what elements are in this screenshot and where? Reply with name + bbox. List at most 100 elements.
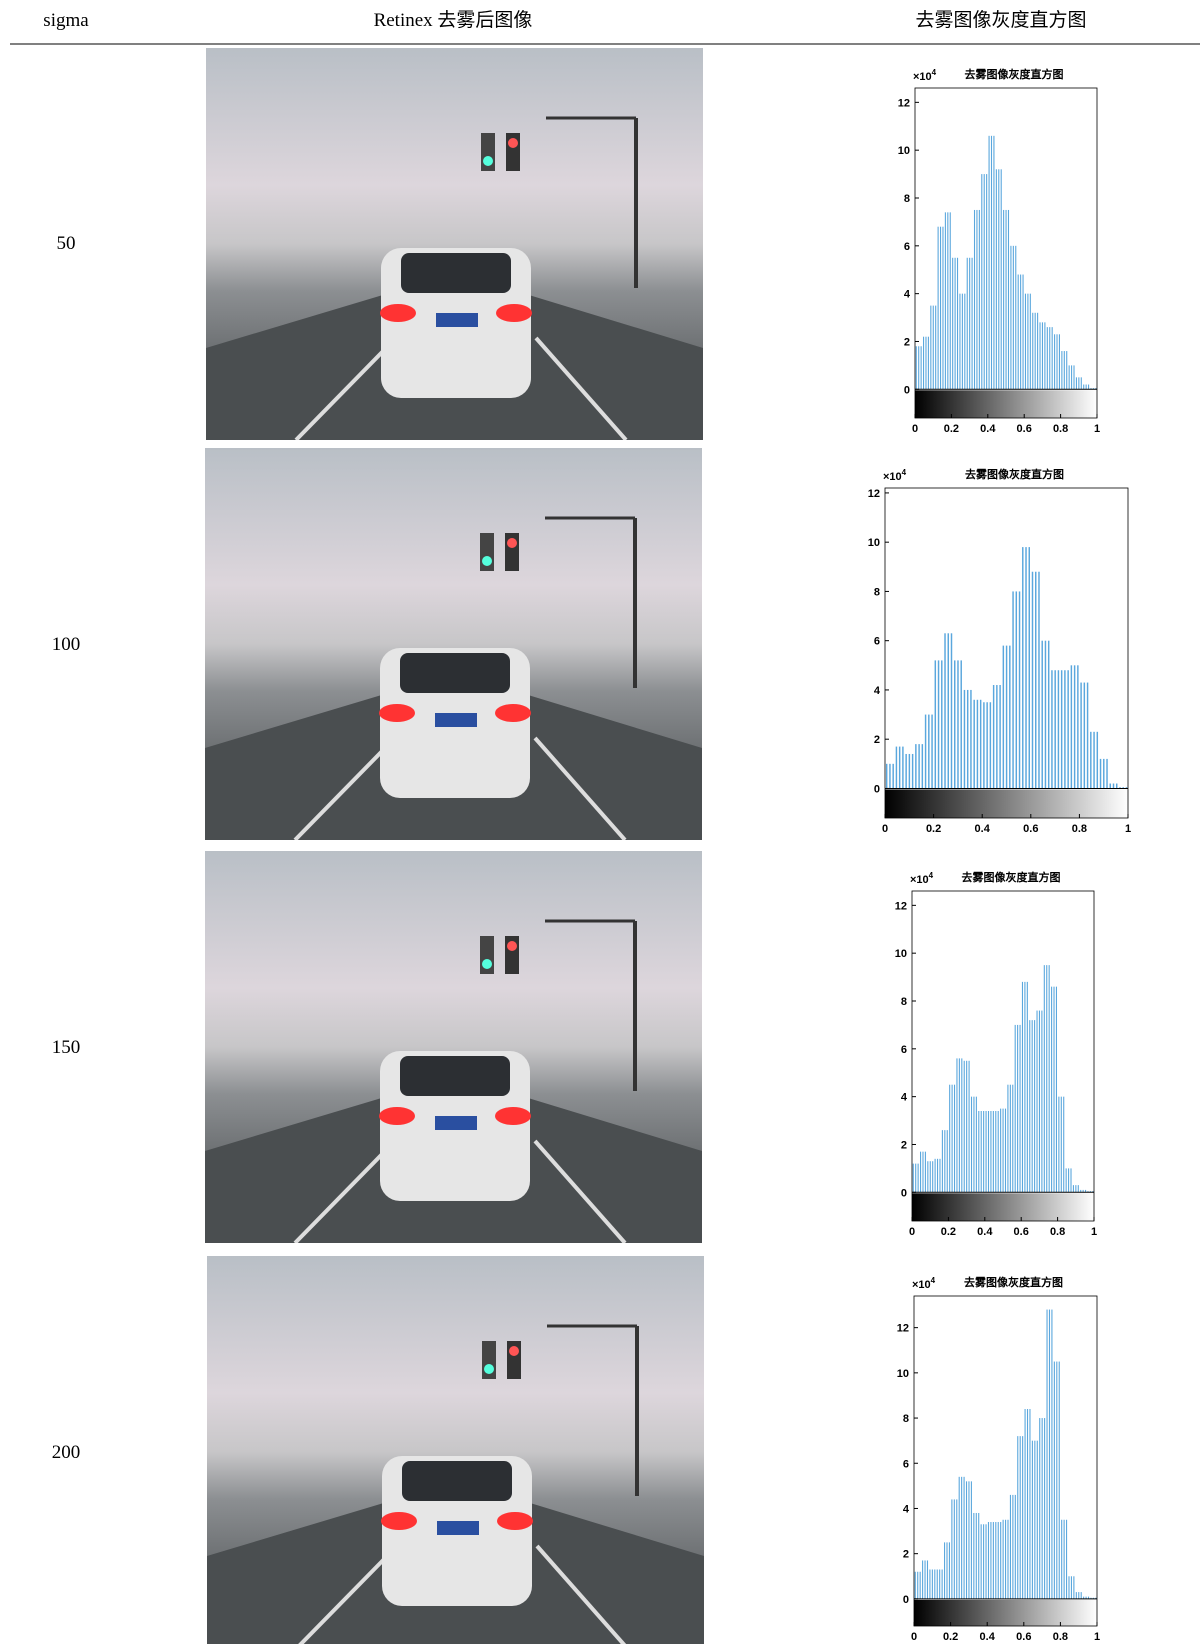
bar-stripe <box>1025 547 1026 788</box>
histogram-bar <box>1046 1310 1052 1599</box>
histogram-bar <box>905 754 913 788</box>
bar-stripe <box>1046 1310 1047 1599</box>
bar-stripe <box>938 660 939 788</box>
bar-stripe <box>971 1097 972 1193</box>
bar-stripe <box>1113 784 1114 789</box>
y-tick-label: 2 <box>874 734 880 746</box>
histogram-bar <box>971 1097 977 1193</box>
histogram-bar <box>935 1159 941 1192</box>
bar-stripe <box>905 754 906 788</box>
histogram-bar <box>1080 683 1088 789</box>
bar-stripe <box>1100 759 1101 789</box>
y-multiplier: ×104 <box>910 871 934 886</box>
histogram-bar <box>916 346 922 389</box>
bar-stripe <box>954 1499 955 1598</box>
bar-stripe <box>1078 1185 1079 1192</box>
bar-stripe <box>970 690 971 789</box>
x-tick-label: 1 <box>1094 1631 1100 1643</box>
histogram-bar <box>1051 670 1059 788</box>
histogram-bar <box>967 258 973 390</box>
bar-stripe <box>1012 1085 1013 1193</box>
bar-stripe <box>964 1477 965 1599</box>
histogram-bar <box>929 1569 935 1598</box>
histogram-bar <box>978 1111 984 1192</box>
histogram-bar <box>1071 665 1079 788</box>
bar-stripe <box>921 346 922 389</box>
histogram-bar <box>1039 1418 1045 1599</box>
y-tick-label: 8 <box>903 1413 909 1425</box>
histogram-bar <box>945 212 951 389</box>
histogram-bar <box>1061 1520 1067 1599</box>
bar-stripe <box>978 1111 979 1192</box>
bar-stripe <box>1035 572 1036 789</box>
bar-stripe <box>1006 210 1007 389</box>
bar-stripe <box>1063 1097 1064 1193</box>
bar-stripe <box>976 1513 977 1599</box>
histogram-bar <box>1032 1441 1038 1599</box>
bar-stripe <box>1044 322 1045 389</box>
bar-stripe <box>1049 327 1050 389</box>
bar-stripe <box>1059 1362 1060 1599</box>
histogram-bar <box>922 1560 928 1598</box>
bar-stripe <box>1013 246 1014 389</box>
bar-stripe <box>973 1097 974 1193</box>
bar-stripe <box>971 1481 972 1599</box>
bar-stripe <box>1051 987 1052 1193</box>
histogram-bar <box>989 136 995 389</box>
bar-stripe <box>978 1513 979 1599</box>
bar-stripe <box>1038 572 1039 789</box>
histogram-bar <box>1025 1409 1031 1599</box>
x-tick-label: 0.6 <box>1023 823 1038 835</box>
bar-stripe <box>1097 732 1098 789</box>
bar-stripe <box>1083 385 1084 390</box>
bar-stripe <box>913 1164 914 1193</box>
bar-stripe <box>1106 759 1107 789</box>
histogram-bar <box>1000 1109 1006 1193</box>
bar-stripe <box>952 1085 953 1193</box>
bar-stripe <box>956 1058 957 1192</box>
bar-stripe <box>918 1164 919 1193</box>
y-tick-label: 6 <box>904 241 910 253</box>
bar-stripe <box>912 754 913 788</box>
bar-stripe <box>930 306 931 390</box>
bar-stripe <box>1066 351 1067 389</box>
bar-stripe <box>988 1111 989 1192</box>
bar-stripe <box>935 1159 936 1192</box>
bar-stripe <box>947 1130 948 1192</box>
bar-stripe <box>920 1572 921 1599</box>
bar-stripe <box>944 633 945 788</box>
bar-stripe <box>1024 982 1025 1192</box>
bar-stripe <box>951 633 952 788</box>
histogram-bar <box>1003 646 1011 789</box>
bar-stripe <box>1020 1436 1021 1599</box>
bar-stripe <box>922 1152 923 1193</box>
bar-stripe <box>995 1522 996 1599</box>
histogram-bar <box>938 227 944 390</box>
bar-stripe <box>1059 334 1060 389</box>
bar-stripe <box>998 169 999 389</box>
bar-stripe <box>889 764 890 789</box>
bar-stripe <box>977 700 978 789</box>
chart-title: 去雾图像灰度直方图 <box>965 467 1064 481</box>
histogram-bar <box>1076 1592 1082 1599</box>
bar-stripe <box>1005 1520 1006 1599</box>
histogram-bar <box>973 700 981 789</box>
bar-stripe <box>1078 377 1079 389</box>
sigma-value: 100 <box>52 634 81 655</box>
y-tick-label: 2 <box>904 336 910 348</box>
histogram-bar <box>949 1085 955 1193</box>
bar-stripe <box>1020 275 1021 390</box>
bar-stripe <box>1049 1310 1050 1599</box>
histogram-bar <box>995 1522 1001 1599</box>
bar-stripe <box>959 294 960 390</box>
bar-stripe <box>928 715 929 789</box>
histogram-bar <box>927 1161 933 1192</box>
bar-stripe <box>1110 784 1111 789</box>
bar-stripe <box>1039 1011 1040 1193</box>
bar-stripe <box>1081 377 1082 389</box>
x-tick-label: 0.4 <box>980 1631 996 1643</box>
x-tick-label: 0.8 <box>1053 1631 1068 1643</box>
histogram-bar <box>1025 294 1031 390</box>
y-tick-label: 4 <box>901 1092 908 1104</box>
histogram-bar <box>1007 1085 1013 1193</box>
